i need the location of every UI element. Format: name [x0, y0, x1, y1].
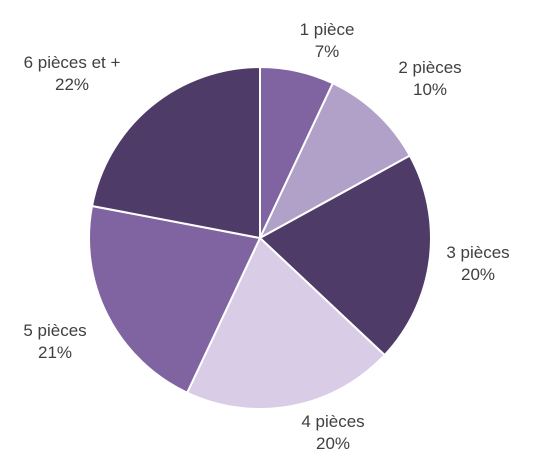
- slice-value-label-3: 20%: [461, 265, 495, 284]
- slice-value-label-2: 10%: [413, 80, 447, 99]
- slice-label-3: 3 pièces: [446, 243, 509, 262]
- pie-slice-2: [259, 82, 411, 239]
- slices-layer: [88, 66, 433, 411]
- slice-label-6: 6 pièces et +: [24, 53, 121, 72]
- pie-slice-5: [88, 204, 261, 394]
- slice-label-1: 1 pièce: [300, 20, 355, 39]
- slice-value-label-1: 7%: [315, 42, 340, 61]
- slice-value-label-6: 22%: [55, 75, 89, 94]
- slice-value-label-5: 21%: [38, 343, 72, 362]
- pie-slice-6: [91, 66, 261, 239]
- slice-label-2: 2 pièces: [398, 58, 461, 77]
- slice-value-label-4: 20%: [316, 434, 350, 453]
- labels-layer: 1 pièce 7% 2 pièces 10% 3 pièces 20% 4 pièces 2…: [23, 20, 509, 453]
- pie-slice-4: [186, 237, 386, 411]
- slice-label-4: 4 pièces: [301, 412, 364, 431]
- slice-label-5: 5 pièces: [23, 321, 86, 340]
- pie-slice-3: [259, 154, 433, 357]
